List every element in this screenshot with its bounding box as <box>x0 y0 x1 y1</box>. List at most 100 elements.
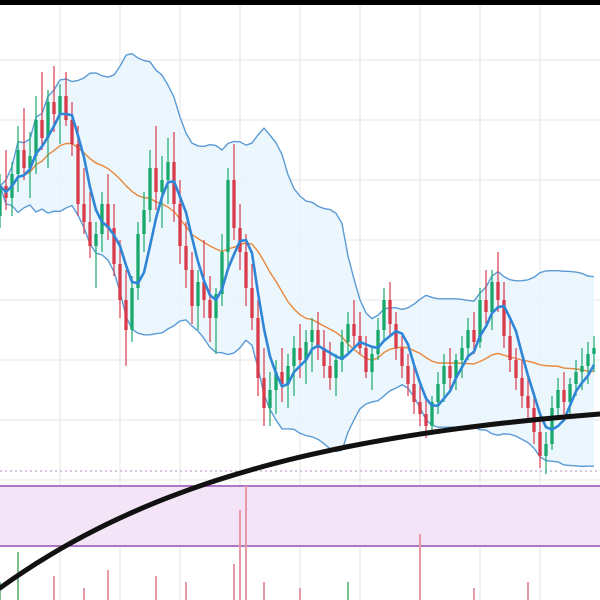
candle-body <box>76 144 80 204</box>
candle-body <box>334 360 338 378</box>
volume-bar <box>245 486 247 600</box>
candle-body <box>520 378 524 396</box>
candle-body <box>274 372 278 390</box>
candle-body <box>202 282 206 300</box>
volume-bar <box>473 588 475 600</box>
candle-body <box>562 390 566 402</box>
candle-body <box>310 330 314 342</box>
candle-body <box>88 222 92 246</box>
candle-body <box>328 366 332 378</box>
candle-body <box>424 414 428 426</box>
candle-body <box>244 252 248 288</box>
candle-body <box>340 342 344 360</box>
volume-bar <box>347 582 349 600</box>
candle-body <box>100 204 104 234</box>
candle-body <box>580 366 584 372</box>
candle-body <box>94 234 98 246</box>
candle-body <box>28 156 32 168</box>
candle-body <box>472 330 476 342</box>
candle-body <box>118 264 122 300</box>
volume-bar <box>185 582 187 600</box>
candle-body <box>460 348 464 360</box>
volume-bar <box>233 564 235 600</box>
candle-body <box>22 150 26 168</box>
candle-body <box>232 180 236 228</box>
candle-body <box>16 150 20 174</box>
candle-body <box>166 162 170 180</box>
candle-body <box>376 330 380 354</box>
candle-body <box>454 360 458 378</box>
candle-body <box>442 366 446 384</box>
bollinger-lower-line <box>0 185 595 468</box>
candle-body <box>268 390 272 408</box>
candle-body <box>208 300 212 318</box>
candle-body <box>592 348 596 354</box>
candle-body <box>190 270 194 306</box>
candle-body <box>430 402 434 426</box>
volume-bar <box>263 582 265 600</box>
candle-body <box>220 252 224 294</box>
candle-body <box>58 96 62 114</box>
candle-body <box>154 168 158 192</box>
candle-body <box>478 300 482 342</box>
candle-body <box>280 372 284 384</box>
candle-body <box>436 384 440 402</box>
candle-body <box>250 288 254 318</box>
candle-body <box>262 378 266 408</box>
candle-body <box>502 300 506 336</box>
top-border <box>0 0 600 5</box>
candle-body <box>394 324 398 348</box>
volume-bar <box>0 582 1 600</box>
candle-body <box>550 408 554 444</box>
candle-body <box>556 390 560 408</box>
candle-body <box>322 348 326 366</box>
candle-body <box>466 330 470 348</box>
candle-body <box>196 282 200 306</box>
candle-body <box>508 336 512 360</box>
volume-bar <box>527 582 529 600</box>
candle-body <box>514 360 518 378</box>
candle-body <box>484 300 488 312</box>
candle-body <box>64 96 68 120</box>
candle-body <box>364 348 368 372</box>
candle-body <box>490 282 494 312</box>
volume-bar <box>53 576 55 600</box>
candle-body <box>496 282 500 300</box>
candle-body <box>586 354 590 366</box>
candle-body <box>418 402 422 414</box>
candle-body <box>136 234 140 288</box>
long-moving-average-line <box>0 411 600 591</box>
candle-body <box>160 180 164 192</box>
candle-body <box>286 366 290 384</box>
candle-body <box>82 204 86 222</box>
fast-moving-average-line <box>0 112 596 431</box>
volume-bar <box>107 570 109 600</box>
candle-body <box>388 300 392 324</box>
candle-body <box>406 366 410 384</box>
candle-body <box>400 348 404 366</box>
candle-body <box>106 204 110 228</box>
candle-body <box>574 372 578 384</box>
bollinger-upper-line <box>0 52 595 320</box>
volume-bar <box>239 510 241 600</box>
candle-body <box>448 366 452 378</box>
candle-body <box>298 348 302 360</box>
volume-bar <box>299 588 301 600</box>
candle-body <box>130 288 134 330</box>
candle-body <box>40 120 44 138</box>
candle-body <box>214 294 218 318</box>
candle-body <box>178 204 182 246</box>
candle-body <box>304 342 308 360</box>
slow-moving-average-line <box>0 142 595 373</box>
candle-body <box>568 384 572 402</box>
support-zone <box>0 486 600 546</box>
candle-body <box>352 324 356 336</box>
candle-body <box>382 300 386 330</box>
candle-body <box>346 324 350 342</box>
candle-body <box>256 318 260 378</box>
candle-body <box>292 348 296 366</box>
candle-body <box>124 300 128 330</box>
candle-body <box>142 210 146 234</box>
